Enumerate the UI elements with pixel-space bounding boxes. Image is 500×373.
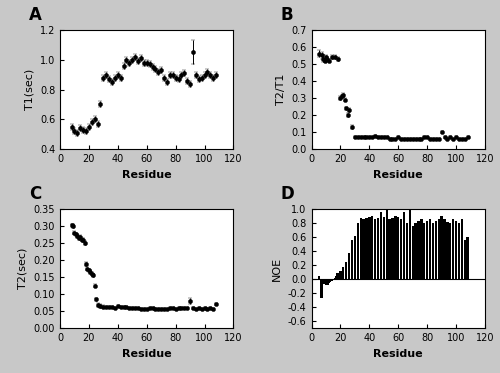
Bar [335, 276, 338, 279]
Bar [336, 273, 338, 279]
Bar [342, 267, 344, 279]
X-axis label: Residue: Residue [122, 170, 172, 180]
Bar [397, 217, 400, 279]
Text: B: B [280, 6, 293, 24]
Bar [452, 219, 454, 279]
Bar [348, 253, 350, 279]
Bar [362, 219, 364, 279]
Bar [426, 221, 428, 279]
Bar [380, 212, 382, 279]
Bar [368, 217, 370, 279]
Bar [446, 222, 448, 279]
Bar [458, 223, 460, 279]
Bar [354, 236, 356, 279]
Text: D: D [280, 185, 294, 203]
Bar [326, 279, 328, 285]
Bar [332, 279, 334, 280]
Bar [434, 221, 437, 279]
Bar [351, 241, 353, 279]
Bar [423, 223, 426, 279]
Bar [400, 219, 402, 279]
Bar [444, 219, 446, 279]
Bar [460, 219, 463, 279]
Y-axis label: T2(sec): T2(sec) [18, 248, 28, 289]
Bar [382, 217, 385, 279]
X-axis label: Residue: Residue [122, 349, 172, 359]
Bar [345, 261, 348, 279]
Bar [322, 279, 324, 283]
Bar [449, 223, 452, 279]
Bar [330, 279, 333, 281]
Bar [328, 279, 330, 283]
Bar [440, 216, 443, 279]
Bar [403, 212, 405, 279]
Text: C: C [29, 185, 41, 203]
Bar [429, 219, 431, 279]
Bar [318, 276, 320, 279]
Bar [455, 221, 457, 279]
Bar [406, 223, 408, 279]
Bar [366, 218, 368, 279]
Bar [438, 219, 440, 279]
Bar [340, 271, 342, 279]
Bar [392, 218, 394, 279]
Bar [464, 241, 466, 279]
Bar [377, 218, 379, 279]
Bar [414, 223, 417, 279]
Bar [329, 279, 332, 282]
Bar [394, 216, 396, 279]
X-axis label: Residue: Residue [374, 349, 423, 359]
Bar [420, 219, 422, 279]
Bar [325, 279, 327, 285]
Bar [466, 237, 469, 279]
Y-axis label: NOE: NOE [272, 257, 282, 280]
Text: A: A [29, 6, 42, 24]
Bar [432, 223, 434, 279]
Bar [334, 278, 336, 279]
Bar [408, 209, 411, 279]
Bar [320, 279, 323, 298]
Bar [388, 219, 390, 279]
Bar [418, 221, 420, 279]
Bar [374, 219, 376, 279]
Bar [360, 218, 362, 279]
X-axis label: Residue: Residue [374, 170, 423, 180]
Y-axis label: T1(sec): T1(sec) [24, 69, 34, 110]
Y-axis label: T2/T1: T2/T1 [276, 74, 285, 105]
Bar [386, 209, 388, 279]
Bar [356, 223, 359, 279]
Bar [412, 226, 414, 279]
Bar [324, 279, 326, 284]
Bar [371, 216, 374, 279]
